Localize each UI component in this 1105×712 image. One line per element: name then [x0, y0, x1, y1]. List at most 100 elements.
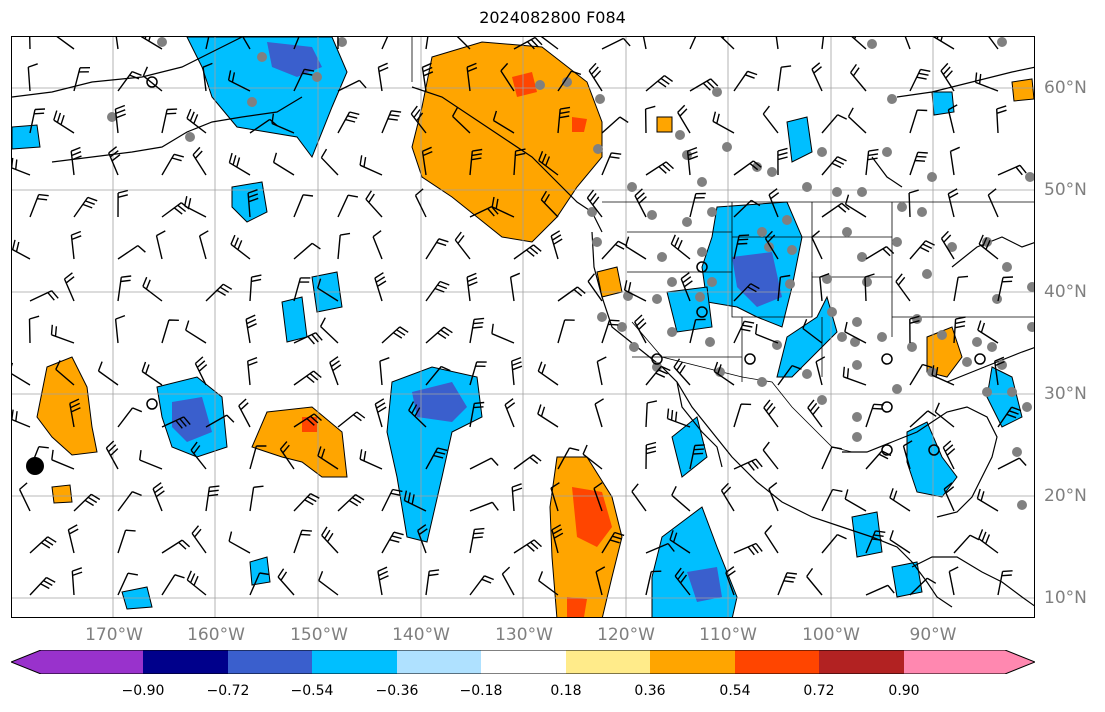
colorbar-tick: −0.72	[206, 683, 250, 699]
wind-barb	[18, 482, 31, 512]
wind-barb	[117, 275, 132, 302]
wind-barb	[821, 114, 847, 134]
wind-barb	[538, 151, 559, 176]
wind-barb	[645, 441, 657, 470]
wind-barb	[247, 189, 259, 218]
wind-barb	[821, 488, 843, 512]
wind-barb	[469, 501, 499, 512]
wind-barb	[645, 161, 674, 176]
wind-barb	[997, 164, 1027, 176]
wind-barb	[909, 109, 928, 134]
wind-barb	[12, 239, 31, 260]
wind-barb	[733, 542, 763, 556]
wind-barb	[97, 361, 119, 386]
wind-barb	[117, 572, 139, 596]
wind-barb	[205, 283, 233, 302]
wind-barb	[666, 408, 691, 428]
colorbar-segment	[819, 650, 904, 674]
colorbar-segment	[566, 650, 650, 674]
wind-barb	[425, 447, 448, 470]
wind-barb	[205, 414, 235, 428]
wind-barb	[864, 273, 875, 302]
wind-barb	[802, 319, 823, 344]
wind-barb	[819, 272, 830, 302]
wind-barb	[320, 148, 339, 176]
wind-barb	[117, 189, 128, 218]
lat-label: 10°N	[1044, 588, 1087, 608]
wind-barb	[645, 570, 662, 596]
wind-barb	[645, 75, 674, 92]
wind-barb	[909, 363, 933, 386]
wind-barb	[977, 320, 999, 344]
wind-barb	[540, 37, 559, 50]
wind-barb	[978, 234, 999, 260]
wind-barb	[469, 575, 494, 596]
wind-barb	[317, 278, 339, 302]
wind-barb	[943, 482, 955, 512]
wind-barb	[996, 105, 1007, 134]
station-markers	[107, 37, 1034, 510]
wind-barb	[623, 280, 647, 302]
wind-barb	[421, 146, 433, 176]
wind-barb	[821, 156, 847, 176]
wind-barb	[337, 494, 365, 512]
lat-label: 20°N	[1044, 486, 1087, 506]
wind-barb	[976, 488, 999, 512]
wind-barb	[469, 457, 499, 470]
wind-barb	[337, 411, 366, 428]
wind-barb	[12, 409, 31, 428]
wind-barb	[733, 234, 750, 260]
wind-barb	[596, 356, 607, 386]
wind-barb	[425, 238, 449, 260]
wind-barb	[601, 37, 631, 50]
wind-barb	[689, 444, 705, 470]
wind-barb	[28, 37, 31, 50]
wind-barb	[410, 105, 427, 134]
colorbar-tick: 0.18	[550, 683, 582, 699]
wind-barb	[997, 406, 1022, 428]
wind-barb	[551, 524, 564, 554]
wind-barb	[987, 188, 999, 218]
wind-barb	[671, 485, 691, 512]
wind-barb	[978, 529, 999, 554]
wind-barb	[53, 110, 75, 134]
wind-barb	[161, 153, 184, 176]
colorbar-segment	[312, 650, 397, 674]
wind-barb	[491, 323, 515, 344]
wind-barb	[909, 151, 928, 176]
wind-barb	[601, 116, 629, 134]
wind-barb	[56, 37, 75, 50]
wind-barb	[762, 441, 779, 470]
wind-barb	[293, 370, 322, 386]
wind-barb	[293, 194, 314, 218]
wind-barb	[205, 37, 210, 50]
colorbar-tick: 0.90	[888, 683, 920, 699]
colorbar-segment	[143, 650, 228, 674]
wind-barb	[108, 146, 121, 176]
wind-barb	[469, 527, 485, 554]
wind-barb	[184, 196, 207, 218]
wind-barb	[670, 234, 691, 260]
lat-label: 60°N	[1044, 78, 1087, 98]
wind-barb	[417, 524, 428, 554]
wind-barb	[763, 399, 779, 428]
wind-barb	[469, 361, 487, 386]
wind-barb	[152, 482, 165, 512]
wind-barb	[117, 529, 136, 554]
lat-label: 50°N	[1044, 180, 1087, 200]
wind-barb	[673, 358, 691, 386]
wind-barb	[425, 280, 450, 302]
wind-barb	[733, 458, 763, 471]
wind-barb	[161, 574, 185, 596]
wind-barb	[733, 70, 758, 92]
wind-barb	[940, 230, 955, 260]
wind-barb	[947, 104, 958, 134]
wind-barb	[337, 194, 359, 218]
lon-label: 160°W	[187, 625, 245, 645]
wind-barb	[105, 440, 119, 470]
wind-barb	[601, 152, 622, 176]
wind-barb	[720, 482, 735, 512]
wind-barb	[403, 490, 427, 512]
wind-barb	[381, 531, 404, 554]
wind-barb	[238, 398, 251, 428]
